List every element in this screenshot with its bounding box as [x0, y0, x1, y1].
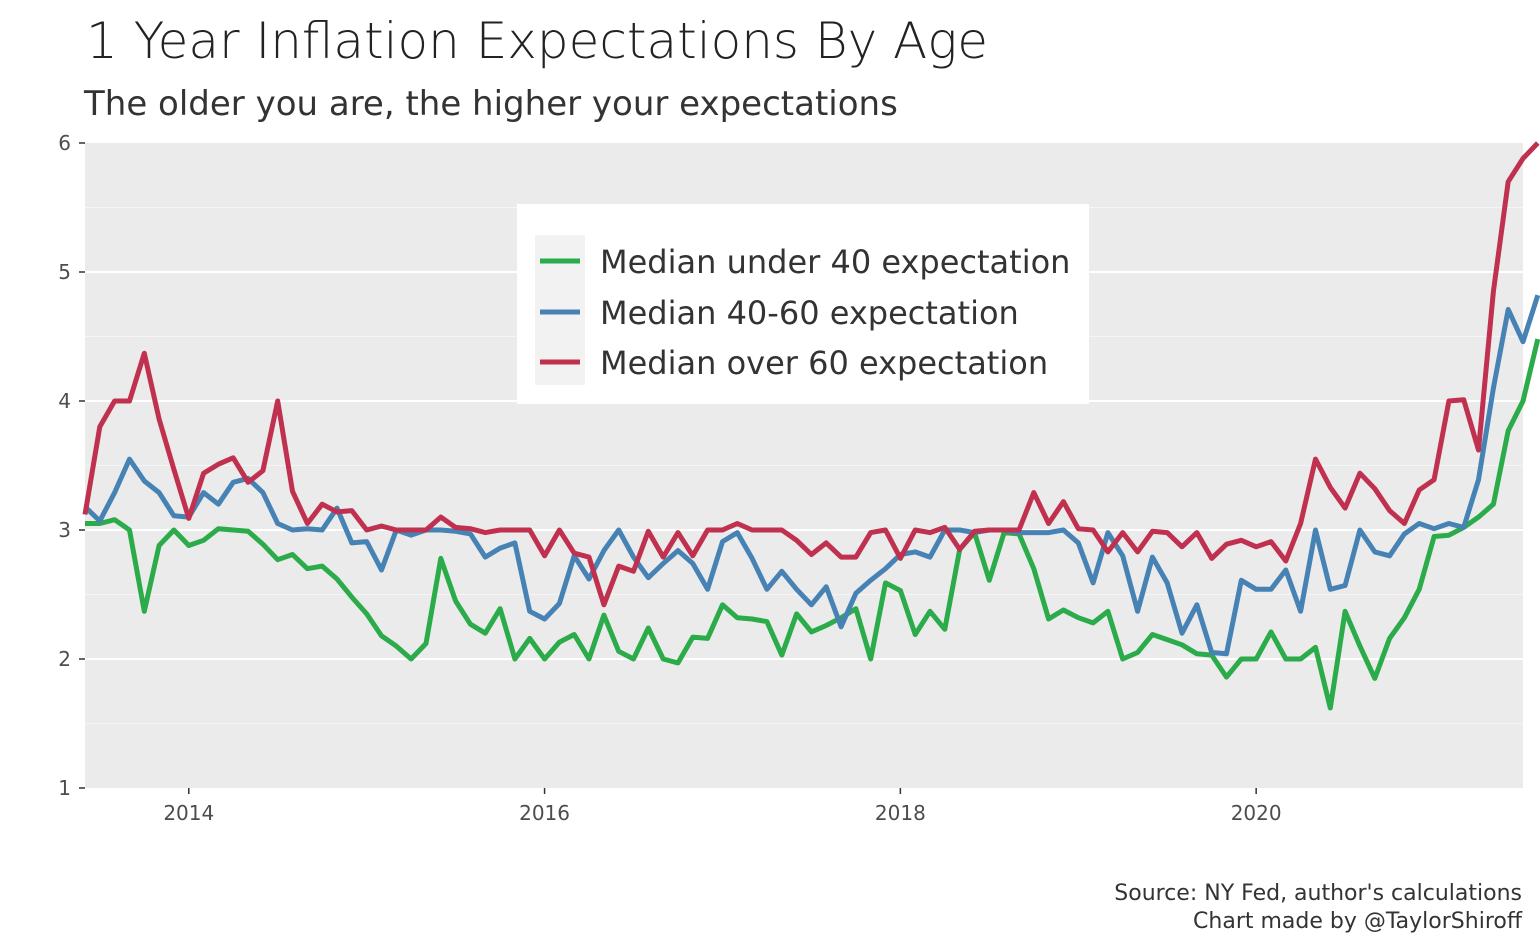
- y-tick-label: 2: [58, 647, 71, 671]
- caption-source: Source: NY Fed, author's calculations: [1114, 881, 1522, 906]
- legend-label-under-40: Median under 40 expectation: [600, 243, 1070, 281]
- y-tick-label: 5: [58, 260, 71, 284]
- x-tick-label: 2014: [163, 801, 214, 825]
- chart-title: 1 Year Inflation Expectations By Age: [86, 12, 988, 70]
- chart-subtitle: The older you are, the higher your expec…: [83, 84, 898, 124]
- caption-credit: Chart made by @TaylorShiroff: [1193, 909, 1523, 934]
- series-lines: [82, 141, 1540, 711]
- y-tick-label: 6: [58, 131, 71, 155]
- series-line-over-60: [82, 141, 1540, 608]
- axes: 1 2 3 4 5 6 2014 2016 2018 2020: [58, 131, 1281, 825]
- x-tick-label: 2016: [519, 801, 570, 825]
- series-line-40-60: [83, 294, 1540, 657]
- x-tick-label: 2020: [1231, 801, 1282, 825]
- legend: Median under 40 expectation Median 40-60…: [517, 204, 1089, 404]
- legend-box: [517, 204, 1089, 404]
- legend-label-40-60: Median 40-60 expectation: [600, 294, 1019, 332]
- y-tick-label: 4: [58, 389, 71, 413]
- series-line-under-40: [85, 338, 1540, 711]
- legend-label-over-60: Median over 60 expectation: [600, 344, 1048, 382]
- x-tick-label: 2018: [875, 801, 926, 825]
- y-tick-label: 3: [58, 518, 71, 542]
- y-tick-label: 1: [58, 776, 71, 800]
